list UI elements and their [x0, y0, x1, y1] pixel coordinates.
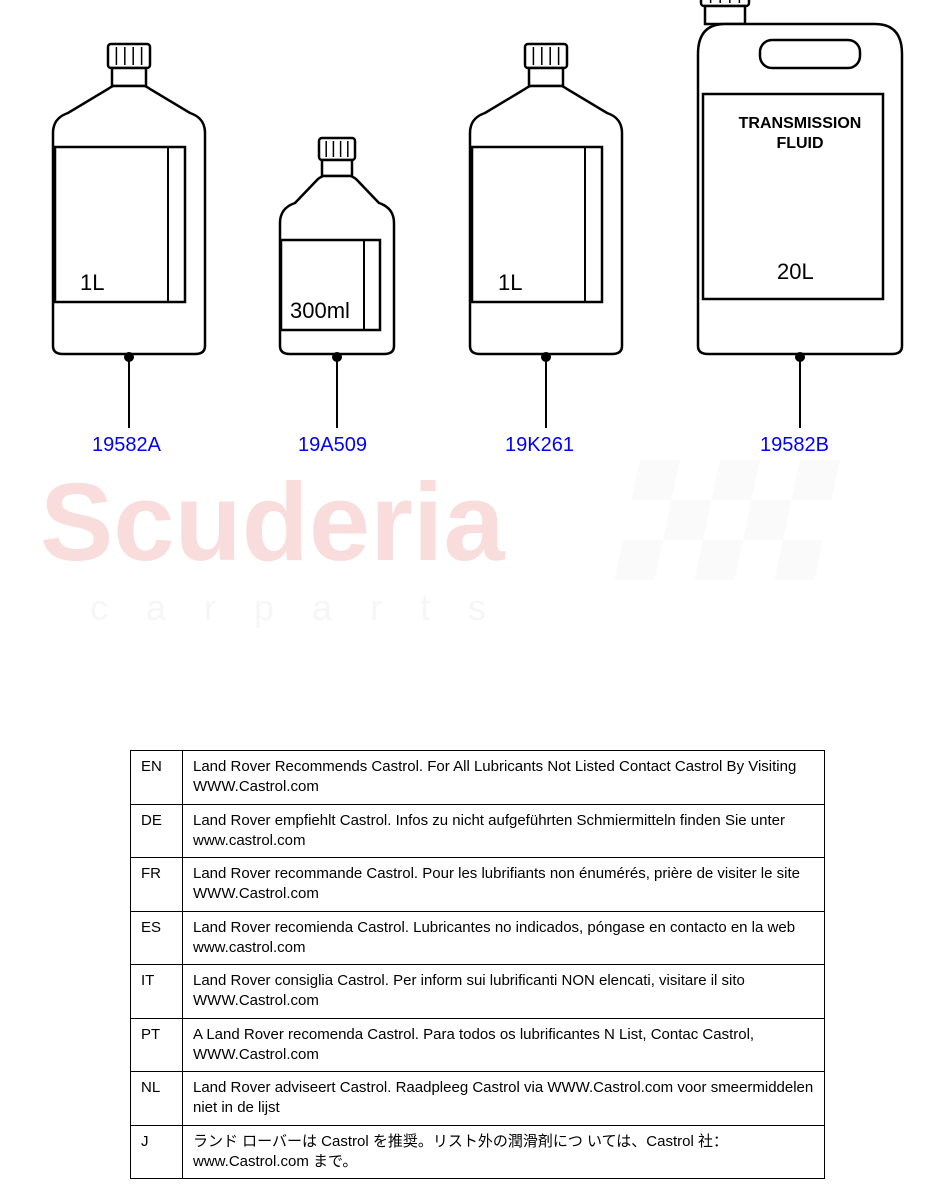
table-row: NL Land Rover adviseert Castrol. Raadple…: [131, 1072, 825, 1126]
table-row: EN Land Rover Recommends Castrol. For Al…: [131, 751, 825, 805]
watermark-sub: c a r p a r t s: [90, 587, 500, 628]
lang-text: Land Rover recommande Castrol. Pour les …: [183, 858, 825, 912]
svg-text:FLUID: FLUID: [776, 135, 823, 152]
lang-text: Land Rover recomienda Castrol. Lubricant…: [183, 911, 825, 965]
lang-code: IT: [131, 965, 183, 1019]
lang-text: A Land Rover recomenda Castrol. Para tod…: [183, 1018, 825, 1072]
bottle-size: 20L: [777, 259, 814, 284]
table-row: PT A Land Rover recomenda Castrol. Para …: [131, 1018, 825, 1072]
lang-text: Land Rover empfiehlt Castrol. Infos zu n…: [183, 804, 825, 858]
lang-text: Land Rover Recommends Castrol. For All L…: [183, 751, 825, 805]
lang-code: NL: [131, 1072, 183, 1126]
table-row: FR Land Rover recommande Castrol. Pour l…: [131, 858, 825, 912]
svg-text:TRANSMISSION: TRANSMISSION: [739, 115, 862, 132]
language-table: EN Land Rover Recommends Castrol. For Al…: [130, 750, 825, 1179]
table-row: J ランド ローバーは Castrol を推奨。リスト外の潤滑剤につ いては、C…: [131, 1125, 825, 1179]
part-link-19582B[interactable]: 19582B: [760, 434, 829, 457]
lang-text: Land Rover consiglia Castrol. Per inform…: [183, 965, 825, 1019]
lang-text: Land Rover adviseert Castrol. Raadpleeg …: [183, 1072, 825, 1126]
lang-code: DE: [131, 804, 183, 858]
lang-code: ES: [131, 911, 183, 965]
table-row: ES Land Rover recomienda Castrol. Lubric…: [131, 911, 825, 965]
lang-code: J: [131, 1125, 183, 1179]
callout-line: [799, 358, 801, 428]
table-row: IT Land Rover consiglia Castrol. Per inf…: [131, 965, 825, 1019]
lang-text: ランド ローバーは Castrol を推奨。リスト外の潤滑剤につ いては、Cas…: [183, 1125, 825, 1179]
table-row: DE Land Rover empfiehlt Castrol. Infos z…: [131, 804, 825, 858]
bottle-19582B: TRANSMISSION FLUID 20L: [0, 0, 938, 480]
lang-code: PT: [131, 1018, 183, 1072]
lang-code: EN: [131, 751, 183, 805]
lang-code: FR: [131, 858, 183, 912]
parts-diagram: 1L19582A300ml19A5091L19K261TRANSMISSIONF…: [0, 0, 938, 480]
watermark: Scuderia c a r p a r t s: [40, 460, 900, 660]
